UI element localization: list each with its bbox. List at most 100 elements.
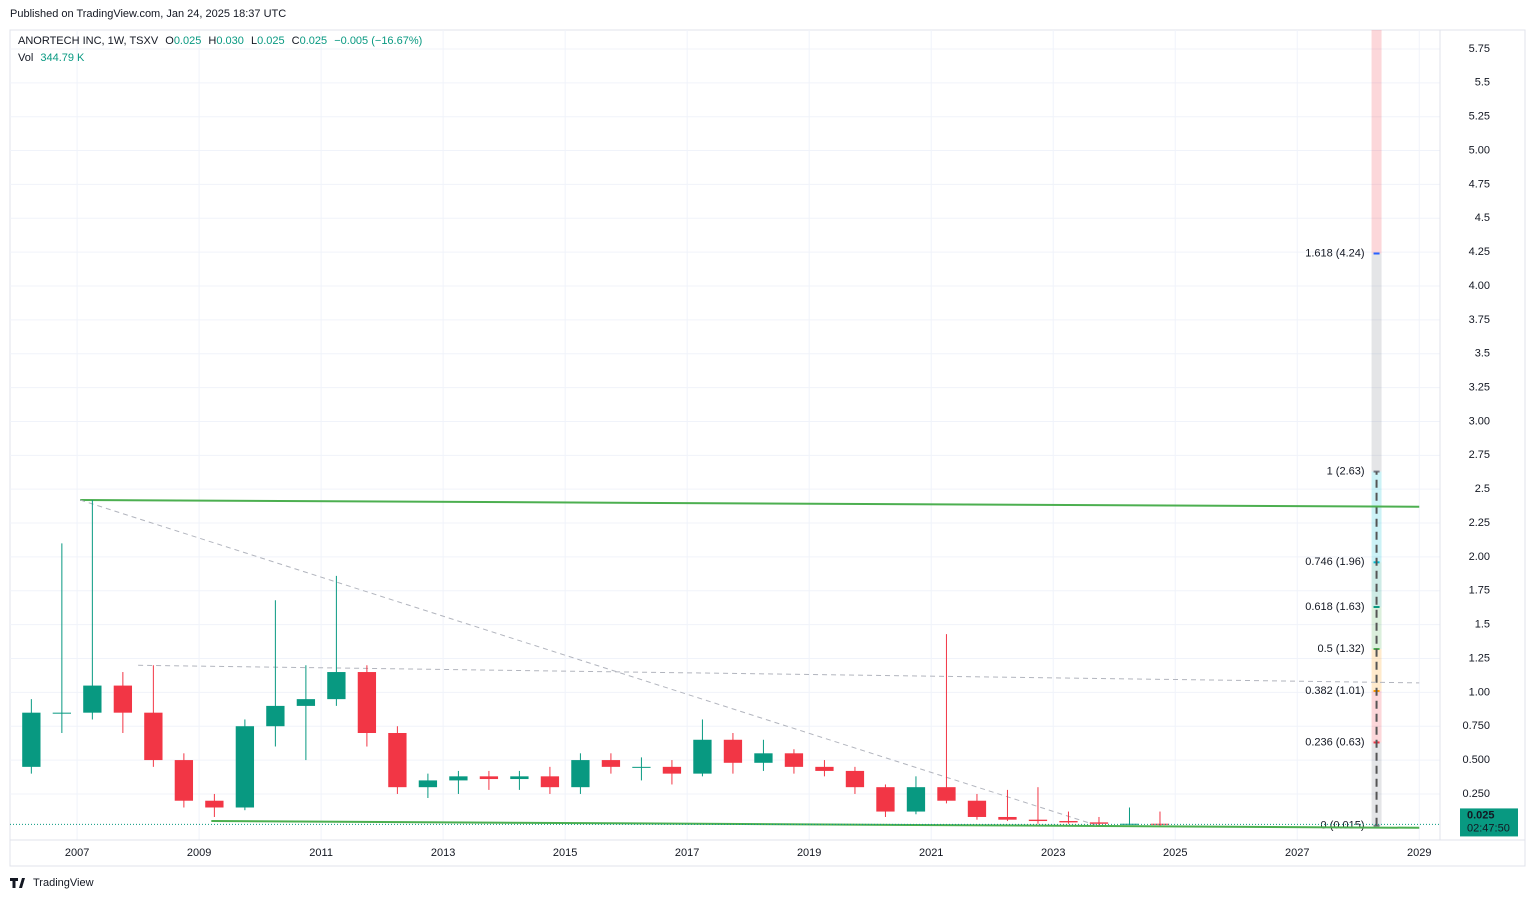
candle-body [1089,822,1109,824]
candle-body [632,766,651,768]
trend-line [80,499,1420,508]
candle-body [327,672,346,700]
candle-body [266,705,285,727]
candle-body [845,770,865,788]
candle-body [388,732,407,788]
y-tick-label: 1.75 [1469,585,1490,597]
candle-body [876,787,895,812]
countdown: 02:47:50 [1467,822,1510,834]
fib-band [1371,649,1382,692]
candle-body [540,776,560,788]
fib-label: 0.5 (1.32) [1317,643,1364,655]
y-tick-label: 0.500 [1462,754,1490,766]
fib-label: 0.746 (1.96) [1305,556,1364,568]
c-key: C [292,35,300,47]
y-tick-label: 1.25 [1469,652,1490,664]
x-tick-label: 2027 [1285,847,1309,859]
x-tick-label: 2019 [797,847,821,859]
y-tick-label: 1.00 [1469,686,1490,698]
symbol: ANORTECH INC, 1W, TSXV [18,35,159,47]
vol-value: 344.79 K [40,52,85,64]
y-tick-label: 4.75 [1469,178,1490,190]
axes: 0.250 0.500 0.750 1.00 1.25 1.5 1.75 2.00 2.25 2.… [10,30,1525,859]
y-tick-label: 4.25 [1469,246,1490,258]
brand-logo [10,878,25,888]
fib-label: 0.236 (0.63) [1305,736,1364,748]
trend-line [138,664,1420,684]
fib-band [1371,253,1382,472]
x-tick-label: 2011 [309,847,333,859]
candle-body [754,753,773,763]
x-tick-label: 2017 [675,847,699,859]
candle-body [174,760,194,801]
h-key: H [208,35,216,47]
y-tick-label: 0.250 [1462,788,1490,800]
y-tick-label: 5.75 [1469,43,1490,55]
y-tick-label: 3.00 [1469,415,1490,427]
x-tick-label: 2015 [553,847,577,859]
candle-body [571,760,590,788]
x-tick-label: 2009 [187,847,211,859]
l-value: 0.025 [257,35,285,47]
fib-label: 0.618 (1.63) [1305,601,1364,613]
candle-body [113,685,133,713]
candle-body [906,787,926,812]
y-tick-label: 2.75 [1469,449,1490,461]
candle-body [205,800,224,808]
o-value: 0.025 [174,35,202,47]
y-tick-label: 1.5 [1475,619,1490,631]
y-tick-label: 4.5 [1475,212,1490,224]
brand-name: TradingView [33,877,94,889]
y-tick-label: 3.75 [1469,314,1490,326]
l-key: L [251,35,257,47]
candle-body [784,753,804,767]
trend-line [211,820,1420,829]
trend-line [80,499,1097,826]
y-tick-label: 2.00 [1469,551,1490,563]
fib-label: 1.618 (4.24) [1305,247,1364,259]
candle-body [1059,821,1078,823]
candle-body [998,816,1017,820]
fib-label: 0.382 (1.01) [1305,685,1364,697]
candle-body [662,766,682,774]
x-tick-label: 2029 [1407,847,1431,859]
fib-label: 0 (0.015) [1321,820,1365,832]
volume-legend: Vol 344.79 K [18,52,85,64]
drawings [80,499,1420,829]
candle-body [83,685,102,713]
symbol-legend: ANORTECH INC, 1W, TSXV O0.025 H0.030 L0.… [18,35,422,47]
h-value: 0.030 [216,35,244,47]
y-tick-label: 4.00 [1469,280,1490,292]
candle-body [449,776,468,781]
x-tick-label: 2025 [1163,847,1187,859]
vol-key: Vol [18,52,33,64]
candle-body [1028,819,1048,822]
y-tick-label: 5.25 [1469,111,1490,123]
y-tick-label: 3.5 [1475,348,1490,360]
candle-body [967,800,987,817]
fib-tool: 0 (0.015) 0.236 (0.63) 0.382 (1.01) 0.5 (1.… [1305,30,1382,832]
o-key: O [165,35,174,47]
candle-body [22,712,41,767]
x-tick-label: 2013 [431,847,455,859]
fib-label: 1 (2.63) [1327,465,1365,477]
last-price-badge [1460,808,1518,837]
y-tick-label: 3.25 [1469,381,1490,393]
candle-body [937,787,956,801]
candle-body [601,760,621,767]
candle-body [296,699,316,706]
last-price: 0.025 [1467,809,1495,821]
candle-body [357,672,377,733]
x-tick-label: 2007 [65,847,89,859]
candle-body [693,739,712,774]
y-tick-label: 5.00 [1469,144,1490,156]
candle-body [815,766,834,771]
y-tick-label: 5.5 [1475,77,1490,89]
y-tick-label: 2.25 [1469,517,1490,529]
candle-body [418,780,438,788]
grid [10,30,1440,840]
candles [22,500,1170,826]
candle-body [510,776,529,780]
